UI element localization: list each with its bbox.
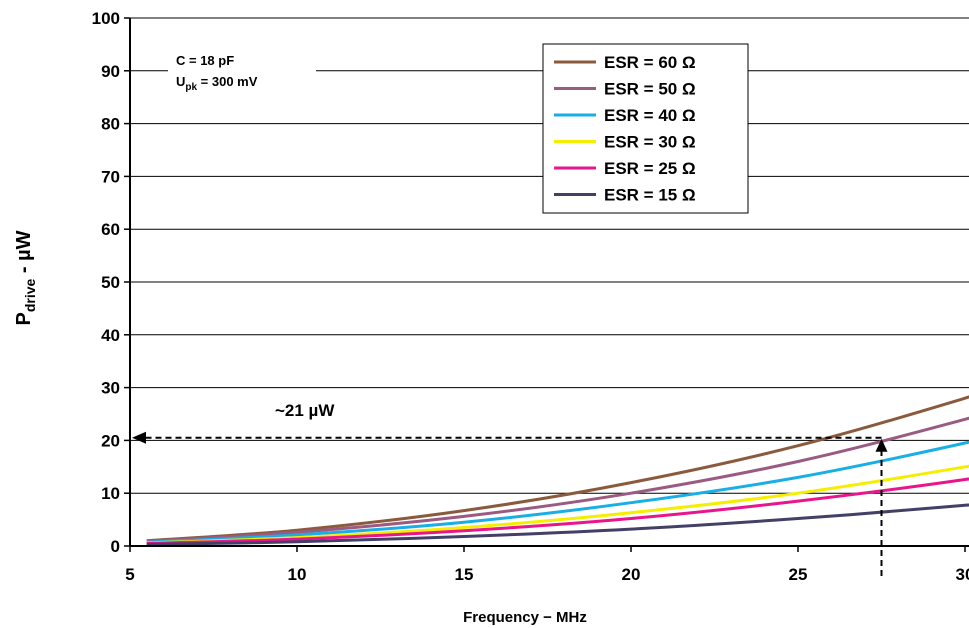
legend-label-0: ESR = 60 Ω bbox=[604, 53, 696, 72]
y-tick-label: 80 bbox=[101, 115, 120, 134]
legend-label-5: ESR = 15 Ω bbox=[604, 186, 696, 205]
y-tick-label: 50 bbox=[101, 273, 120, 292]
legend-label-3: ESR = 30 Ω bbox=[604, 133, 696, 152]
annotation-label: ~21 µW bbox=[275, 401, 335, 420]
series-line-5 bbox=[146, 503, 969, 546]
y-axis-label: Pdrive - µW bbox=[13, 230, 38, 325]
series-line-3 bbox=[146, 464, 969, 545]
y-tick-label: 20 bbox=[101, 431, 120, 450]
y-tick-label: 40 bbox=[101, 326, 120, 345]
y-tick-label: 0 bbox=[111, 537, 120, 556]
legend-label-4: ESR = 25 Ω bbox=[604, 159, 696, 178]
annotation-left-arrowhead bbox=[132, 431, 146, 444]
y-tick-label: 30 bbox=[101, 379, 120, 398]
note-voltage: Upk = 300 mV bbox=[176, 74, 258, 93]
y-tick-label: 60 bbox=[101, 220, 120, 239]
x-axis-label: Frequency − MHz bbox=[463, 609, 587, 626]
x-tick-label: 25 bbox=[789, 565, 808, 584]
x-tick-labels: 510152025303540455055 bbox=[125, 565, 969, 584]
x-tick-label: 10 bbox=[288, 565, 307, 584]
series-line-4 bbox=[146, 477, 969, 545]
series-line-1 bbox=[146, 416, 969, 543]
note-background bbox=[168, 46, 316, 96]
series-lines bbox=[146, 395, 969, 546]
y-tick-label: 10 bbox=[101, 484, 120, 503]
note-capacitance: C = 18 pF bbox=[176, 53, 234, 68]
x-tick-label: 30 bbox=[956, 565, 969, 584]
conditions-note: C = 18 pF Upk = 300 mV bbox=[168, 46, 316, 96]
y-tick-label: 90 bbox=[101, 62, 120, 81]
x-tick-label: 15 bbox=[455, 565, 474, 584]
legend-box bbox=[542, 43, 749, 214]
annotation: ~21 µW bbox=[132, 401, 888, 576]
series-line-0 bbox=[146, 395, 969, 543]
legend-label-1: ESR = 50 Ω bbox=[604, 80, 696, 99]
y-tick-label: 70 bbox=[101, 167, 120, 186]
x-tick-label: 5 bbox=[125, 565, 134, 584]
y-tick-label: 100 bbox=[92, 9, 120, 28]
legend: ESR = 60 Ω ESR = 50 Ω ESR = 40 Ω ESR = 30 Ω… bbox=[542, 43, 749, 214]
y-tick-labels: 0 10 20 30 40 50 60 70 80 90 100 bbox=[92, 9, 120, 556]
axes bbox=[129, 18, 969, 547]
legend-label-2: ESR = 40 Ω bbox=[604, 106, 696, 125]
series-line-2 bbox=[146, 440, 969, 544]
annotation-up-arrowhead bbox=[875, 438, 888, 452]
x-tick-label: 20 bbox=[622, 565, 641, 584]
